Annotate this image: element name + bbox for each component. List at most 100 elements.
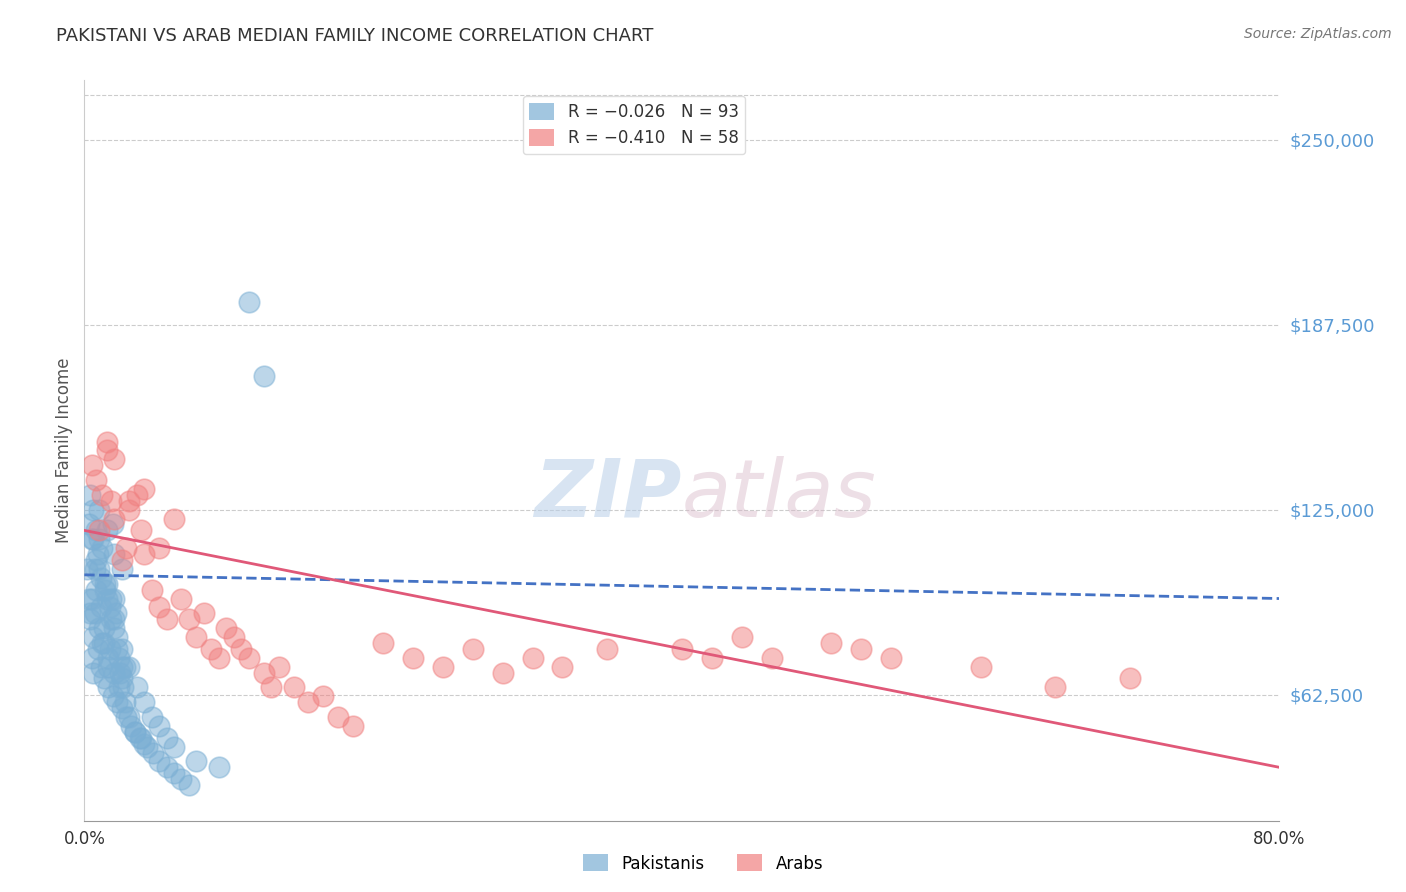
Point	[112, 681, 135, 695]
Point	[100, 591, 122, 606]
Point	[96, 443, 118, 458]
Point	[155, 731, 177, 745]
Point	[129, 731, 152, 745]
Point	[155, 612, 177, 626]
Point	[77, 517, 100, 532]
Point	[105, 695, 128, 709]
Point	[111, 641, 134, 656]
Point	[97, 681, 120, 695]
Point	[82, 533, 104, 547]
Point	[132, 547, 156, 561]
Point	[111, 562, 134, 576]
Point	[105, 641, 128, 656]
Point	[215, 621, 238, 635]
Point	[100, 493, 122, 508]
Point	[90, 571, 112, 585]
Point	[94, 576, 117, 591]
Point	[82, 502, 104, 516]
Point	[596, 641, 619, 656]
Point	[79, 607, 101, 621]
Point	[132, 695, 156, 709]
Point	[118, 659, 141, 673]
Point	[208, 760, 231, 774]
Point	[86, 524, 108, 538]
Point	[222, 630, 245, 644]
Y-axis label: Median Family Income: Median Family Income	[55, 358, 73, 543]
Text: Source: ZipAtlas.com: Source: ZipAtlas.com	[1244, 27, 1392, 41]
Point	[128, 731, 150, 745]
Point	[1045, 681, 1067, 695]
Point	[80, 650, 103, 665]
Point	[297, 695, 319, 709]
Point	[432, 659, 454, 673]
Point	[107, 681, 129, 695]
Point	[89, 524, 111, 538]
Point	[86, 553, 108, 567]
Point	[89, 562, 111, 576]
Point	[97, 659, 120, 673]
Point	[107, 650, 129, 665]
Point	[186, 755, 208, 769]
Point	[103, 621, 125, 635]
Point	[120, 719, 142, 733]
Point	[80, 458, 103, 473]
Point	[91, 636, 114, 650]
Point	[820, 636, 842, 650]
Point	[111, 659, 134, 673]
Point	[87, 547, 110, 561]
Point	[125, 681, 148, 695]
Point	[111, 553, 134, 567]
Text: ZIP: ZIP	[534, 456, 682, 534]
Point	[148, 541, 170, 556]
Point	[103, 452, 125, 467]
Point	[163, 766, 186, 780]
Point	[87, 641, 110, 656]
Point	[851, 641, 873, 656]
Point	[141, 582, 163, 597]
Point	[91, 488, 114, 502]
Point	[89, 533, 111, 547]
Legend: Pakistanis, Arabs: Pakistanis, Arabs	[576, 847, 830, 880]
Point	[551, 659, 574, 673]
Point	[132, 482, 156, 496]
Point	[115, 710, 138, 724]
Point	[163, 739, 186, 754]
Point	[283, 681, 305, 695]
Point	[124, 724, 146, 739]
Point	[671, 641, 693, 656]
Point	[193, 607, 215, 621]
Point	[148, 600, 170, 615]
Point	[91, 541, 114, 556]
Point	[100, 612, 122, 626]
Point	[231, 641, 253, 656]
Point	[101, 517, 124, 532]
Point	[104, 607, 127, 621]
Point	[267, 659, 290, 673]
Point	[522, 650, 544, 665]
Point	[118, 493, 141, 508]
Point	[111, 672, 134, 686]
Point	[86, 582, 108, 597]
Point	[328, 710, 350, 724]
Point	[132, 737, 156, 751]
Point	[98, 641, 121, 656]
Point	[96, 576, 118, 591]
Text: PAKISTANI VS ARAB MEDIAN FAMILY INCOME CORRELATION CHART: PAKISTANI VS ARAB MEDIAN FAMILY INCOME C…	[56, 27, 654, 45]
Point	[142, 746, 165, 760]
Point	[136, 739, 159, 754]
Point	[155, 760, 177, 774]
Point	[148, 719, 170, 733]
Point	[208, 650, 231, 665]
Point	[94, 582, 117, 597]
Point	[103, 511, 125, 525]
Point	[118, 502, 141, 516]
Point	[76, 562, 98, 576]
Point	[96, 524, 118, 538]
Point	[80, 591, 103, 606]
Point	[200, 641, 222, 656]
Point	[186, 630, 208, 644]
Point	[731, 630, 754, 644]
Point	[83, 562, 105, 576]
Point	[115, 541, 138, 556]
Point	[342, 719, 364, 733]
